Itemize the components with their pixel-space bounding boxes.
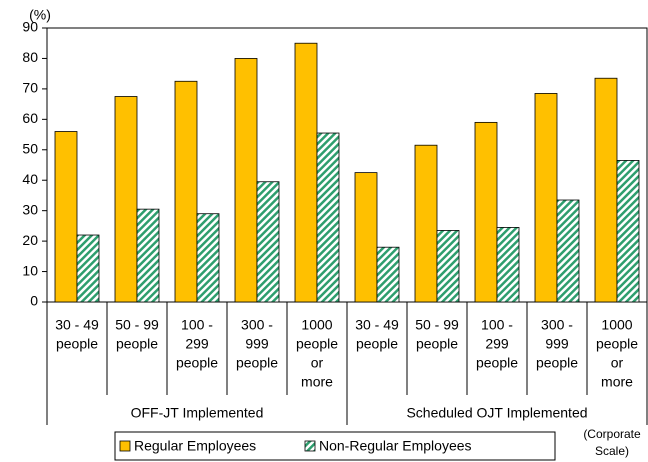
bar bbox=[534, 93, 558, 303]
group-label: OFF-JT Implemented bbox=[131, 405, 264, 421]
y-tick-label: 0 bbox=[30, 293, 38, 309]
bar bbox=[414, 144, 438, 303]
x-tick-label: 300 - bbox=[541, 317, 573, 333]
legend-swatch bbox=[304, 440, 316, 452]
legend-label: Non-Regular Employees bbox=[319, 438, 472, 454]
note: Scale) bbox=[595, 444, 629, 458]
bar bbox=[376, 246, 400, 303]
x-tick-label: people bbox=[56, 336, 98, 352]
y-tick-label: 60 bbox=[22, 110, 38, 126]
bar bbox=[196, 213, 220, 303]
bar bbox=[436, 230, 460, 303]
legend-box bbox=[114, 431, 556, 461]
bar bbox=[594, 77, 618, 303]
x-tick-label: 50 - 99 bbox=[115, 317, 159, 333]
bar bbox=[234, 58, 258, 303]
bar bbox=[556, 199, 580, 303]
x-tick-label: 50 - 99 bbox=[415, 317, 459, 333]
bar bbox=[136, 208, 160, 303]
bar bbox=[54, 131, 78, 303]
x-tick-label: 30 - 49 bbox=[55, 317, 99, 333]
x-tick-label: more bbox=[301, 374, 333, 390]
y-tick-label: 80 bbox=[22, 49, 38, 65]
x-tick-label: 999 bbox=[245, 336, 269, 352]
legend-swatch bbox=[119, 440, 131, 452]
x-tick-label: more bbox=[601, 374, 633, 390]
x-tick-label: 1000 bbox=[301, 317, 332, 333]
y-tick-label: 50 bbox=[22, 140, 38, 156]
bar bbox=[474, 121, 498, 303]
y-tick-label: 30 bbox=[22, 201, 38, 217]
x-tick-label: people bbox=[296, 336, 338, 352]
y-tick-label: 40 bbox=[22, 171, 38, 187]
x-tick-label: people bbox=[416, 336, 458, 352]
bar bbox=[496, 227, 520, 303]
x-tick-label: 1000 bbox=[601, 317, 632, 333]
x-tick-label: 30 - 49 bbox=[355, 317, 399, 333]
x-tick-label: 299 bbox=[485, 336, 509, 352]
x-tick-label: 999 bbox=[545, 336, 569, 352]
bar bbox=[256, 181, 280, 303]
bar bbox=[354, 172, 378, 303]
x-tick-label: people bbox=[236, 355, 278, 371]
x-tick-label: people bbox=[356, 336, 398, 352]
y-tick-label: 90 bbox=[22, 19, 38, 35]
x-tick-label: people bbox=[536, 355, 578, 371]
x-tick-label: or bbox=[311, 355, 324, 371]
x-tick-label: people bbox=[476, 355, 518, 371]
bar bbox=[114, 96, 138, 303]
y-tick-label: 20 bbox=[22, 232, 38, 248]
x-tick-label: 300 - bbox=[241, 317, 273, 333]
group-label: Scheduled OJT Implemented bbox=[406, 405, 587, 421]
x-tick-label: or bbox=[611, 355, 624, 371]
x-tick-label: 100 - bbox=[481, 317, 513, 333]
bar bbox=[174, 80, 198, 303]
bar bbox=[316, 132, 340, 303]
bar bbox=[294, 42, 318, 303]
note: (Corporate bbox=[583, 427, 641, 441]
x-tick-label: 299 bbox=[185, 336, 209, 352]
y-unit-label: (%) bbox=[29, 7, 51, 23]
bar bbox=[76, 234, 100, 303]
legend-label: Regular Employees bbox=[134, 438, 256, 454]
y-tick-label: 70 bbox=[22, 80, 38, 96]
x-tick-label: people bbox=[176, 355, 218, 371]
bar bbox=[616, 160, 640, 303]
y-tick-label: 10 bbox=[22, 262, 38, 278]
x-tick-label: people bbox=[116, 336, 158, 352]
x-tick-label: 100 - bbox=[181, 317, 213, 333]
x-tick-label: people bbox=[596, 336, 638, 352]
